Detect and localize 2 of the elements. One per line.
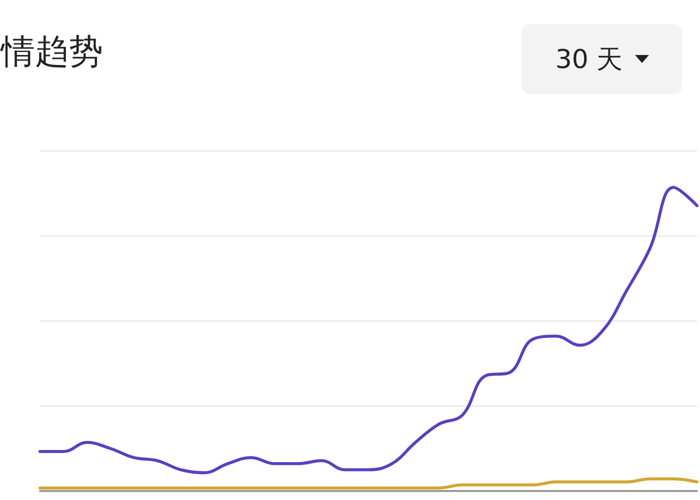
chart-title: 情趋势: [0, 32, 103, 72]
text: 30 天: [555, 44, 623, 76]
